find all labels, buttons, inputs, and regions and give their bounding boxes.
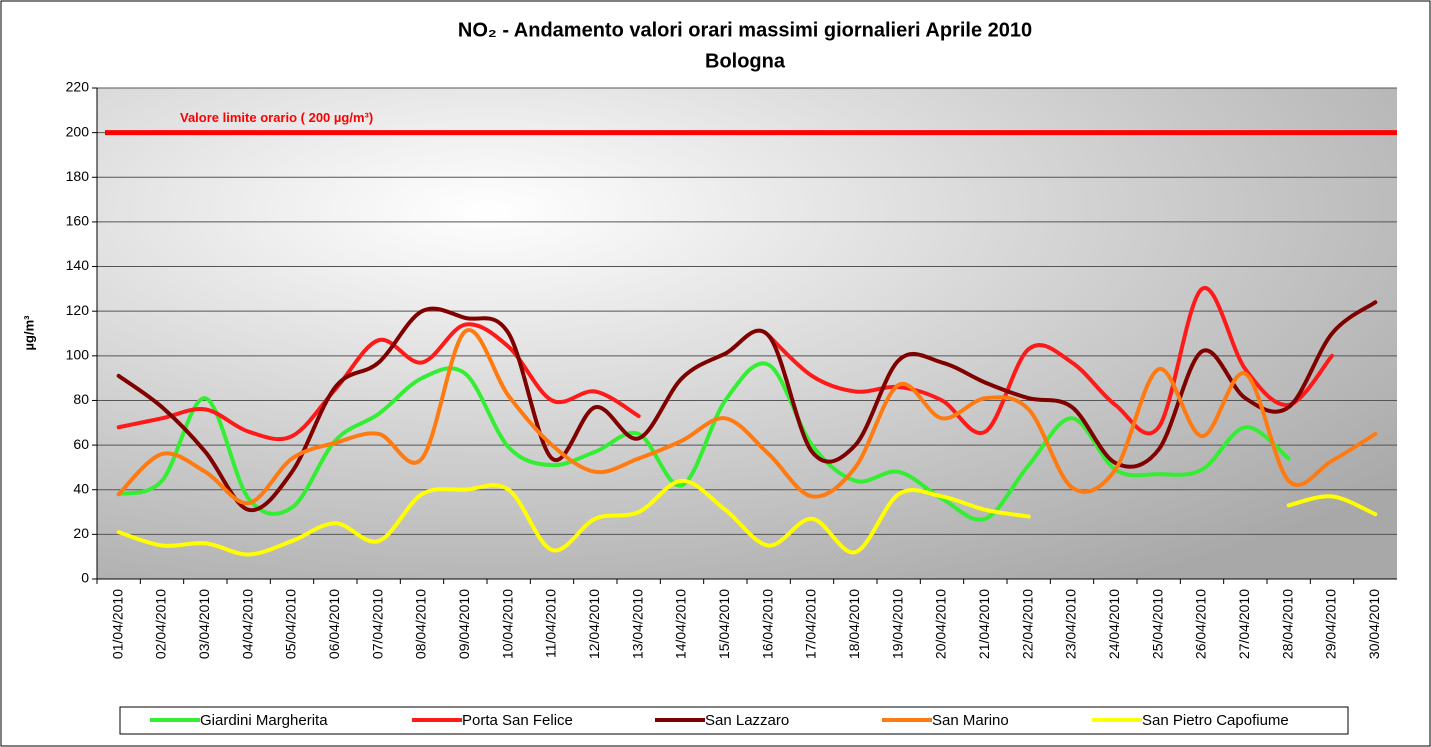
x-tick-label: 30/04/2010 (1366, 589, 1382, 659)
series-line (116, 286, 1334, 442)
x-tick-label: 15/04/2010 (716, 589, 732, 659)
x-tick-label: 13/04/2010 (629, 589, 645, 659)
x-tick-label: 04/04/2010 (239, 589, 255, 659)
y-tick-label: 80 (73, 391, 89, 407)
chart-title: NO₂ - Andamento valori orari massimi gio… (458, 19, 1032, 41)
x-tick-label: 02/04/2010 (153, 589, 169, 659)
y-tick-label: 220 (66, 79, 90, 95)
y-tick-label: 20 (73, 525, 89, 541)
x-tick-label: 26/04/2010 (1193, 589, 1209, 659)
y-tick-label: 0 (81, 570, 89, 586)
x-tick-label: 03/04/2010 (196, 589, 212, 659)
x-tick-label: 27/04/2010 (1236, 589, 1252, 659)
y-tick-label: 60 (73, 436, 89, 452)
series-line (116, 478, 1378, 557)
chart-subtitle: Bologna (705, 50, 786, 72)
legend-box (119, 706, 1349, 735)
y-tick-label: 40 (73, 480, 89, 496)
x-tick-label: 19/04/2010 (889, 589, 905, 659)
y-tick-label: 160 (66, 213, 90, 229)
x-tick-label: 16/04/2010 (759, 589, 775, 659)
legend-label: San Marino (932, 712, 1009, 729)
x-tick-label: 21/04/2010 (976, 589, 992, 659)
x-tick-label: 20/04/2010 (933, 589, 949, 659)
x-tick-label: 22/04/2010 (1019, 589, 1035, 659)
x-tick-label: 25/04/2010 (1149, 589, 1165, 659)
x-tick-label: 09/04/2010 (456, 589, 472, 659)
x-tick-label: 10/04/2010 (499, 589, 515, 659)
x-tick-label: 01/04/2010 (109, 589, 125, 659)
y-tick-label: 100 (66, 347, 90, 363)
y-tick-label: 120 (66, 302, 90, 318)
x-tick-label: 11/04/2010 (543, 589, 559, 658)
x-tick-label: 24/04/2010 (1106, 589, 1122, 659)
limit-label: Valore limite orario ( 200 µg/m³) (180, 110, 373, 125)
x-tick-label: 07/04/2010 (369, 589, 385, 659)
x-tick-label: 17/04/2010 (803, 589, 819, 659)
y-axis-label: µg/m³ (21, 315, 36, 351)
series-line (116, 328, 1378, 506)
legend-label: Giardini Margherita (200, 712, 328, 729)
x-tick-label: 14/04/2010 (673, 589, 689, 659)
x-tick-label: 08/04/2010 (413, 589, 429, 659)
y-tick-label: 140 (66, 257, 90, 273)
series-line (116, 300, 1378, 513)
x-tick-label: 29/04/2010 (1323, 589, 1339, 659)
x-tick-label: 06/04/2010 (326, 589, 342, 659)
x-tick-label: 23/04/2010 (1063, 589, 1079, 659)
x-tick-label: 28/04/2010 (1279, 589, 1295, 659)
x-tick-label: 05/04/2010 (283, 589, 299, 659)
legend-label: San Pietro Capofiume (1142, 712, 1289, 729)
x-tick-label: 12/04/2010 (586, 589, 602, 659)
x-tick-label: 18/04/2010 (846, 589, 862, 659)
series-line (116, 361, 1291, 522)
y-tick-label: 200 (66, 123, 90, 139)
y-tick-label: 180 (66, 168, 90, 184)
legend-label: San Lazzaro (705, 712, 789, 729)
legend-label: Porta San Felice (462, 712, 573, 729)
